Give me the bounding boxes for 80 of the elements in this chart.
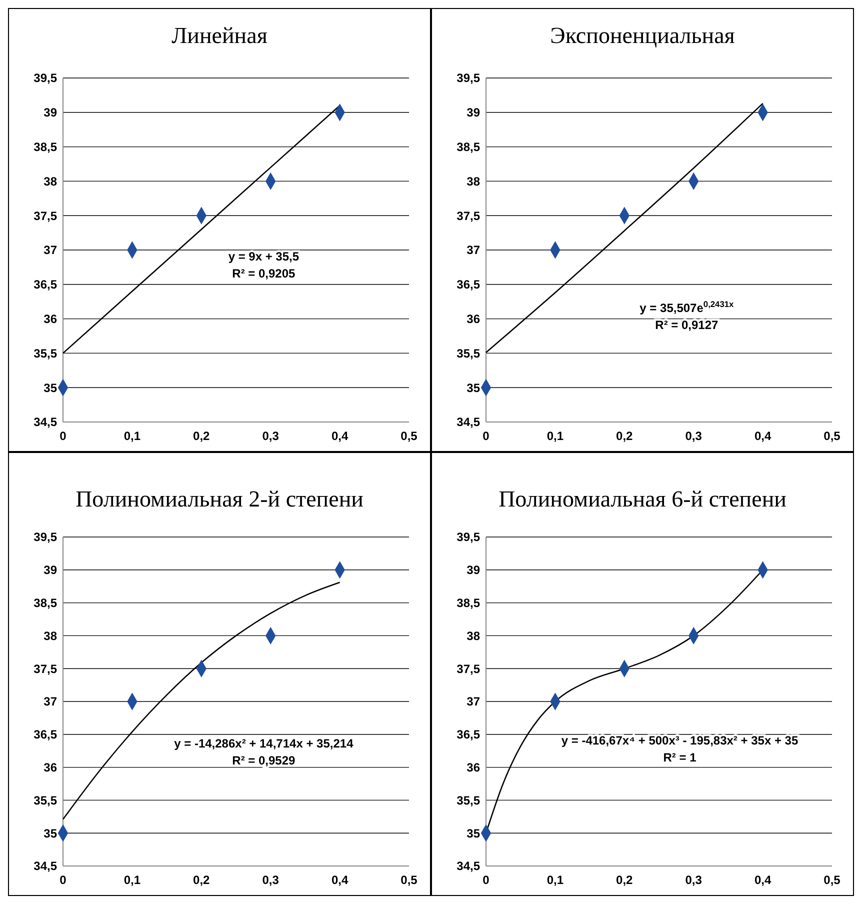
y-tick-label: 34,5 <box>34 859 58 874</box>
y-tick-label: 36 <box>44 760 58 774</box>
x-tick-label: 0,2 <box>616 429 634 443</box>
annotation: R² = 0,9127 <box>655 318 719 332</box>
y-tick-label: 37,5 <box>34 662 58 676</box>
x-tick-label: 0,3 <box>262 873 280 887</box>
y-tick-label: 34,5 <box>456 415 480 430</box>
y-tick-label: 36 <box>466 760 480 774</box>
x-tick-label: 0,1 <box>124 429 141 443</box>
x-tick-label: 0,1 <box>546 873 564 887</box>
y-tick-label: 35 <box>44 380 58 395</box>
x-tick-label: 0 <box>482 429 490 443</box>
y-tick-label: 34,5 <box>34 415 58 430</box>
x-tick-label: 0,3 <box>685 429 702 443</box>
y-tick-label: 39,5 <box>456 71 480 86</box>
x-tick-label: 0 <box>60 873 67 887</box>
y-tick-label: 38 <box>466 174 480 188</box>
x-tick-label: 0 <box>482 873 490 887</box>
x-tick-label: 0,4 <box>331 873 348 887</box>
x-tick-label: 0,1 <box>124 873 141 887</box>
x-tick-label: 0,1 <box>546 429 564 443</box>
annotation: R² = 0,9529 <box>232 754 296 768</box>
x-tick-label: 0,3 <box>262 429 280 443</box>
y-tick-label: 38,5 <box>34 596 58 610</box>
y-tick-label: 35 <box>44 826 58 840</box>
x-tick-label: 0,4 <box>754 429 772 443</box>
y-tick-label: 39 <box>466 563 480 578</box>
annotation: R² = 1 <box>663 750 697 764</box>
y-tick-label: 36,5 <box>456 728 480 742</box>
y-tick-label: 37,5 <box>456 662 480 676</box>
y-tick-label: 37 <box>466 694 480 709</box>
y-tick-label: 36,5 <box>34 278 58 292</box>
y-tick-label: 35,5 <box>456 346 480 360</box>
x-tick-label: 0,5 <box>824 873 841 887</box>
y-tick-label: 35,5 <box>34 346 58 360</box>
y-tick-label: 39,5 <box>34 71 58 86</box>
x-tick-label: 0,5 <box>400 429 418 443</box>
y-tick-label: 38,5 <box>34 140 58 154</box>
y-tick-label: 38 <box>466 628 480 643</box>
y-tick-label: 37,5 <box>456 208 480 223</box>
y-tick-label: 39 <box>466 106 480 120</box>
annotation: y = -14,286x² + 14,714x + 35,214 <box>174 736 354 751</box>
x-tick-label: 0,4 <box>331 429 348 443</box>
y-tick-label: 38 <box>44 628 58 643</box>
chart-title: Полиномиальная 6-й степени <box>498 486 786 512</box>
y-tick-label: 36,5 <box>34 728 58 742</box>
y-tick-label: 39 <box>44 106 58 120</box>
y-tick-label: 36 <box>44 312 58 326</box>
y-tick-label: 38,5 <box>456 140 480 154</box>
x-tick-label: 0 <box>60 429 67 443</box>
y-tick-label: 37,5 <box>34 208 58 223</box>
y-tick-label: 38,5 <box>456 596 480 610</box>
y-tick-label: 39,5 <box>34 530 58 544</box>
y-tick-label: 36 <box>466 312 480 326</box>
annotation: y = 9x + 35,5 <box>228 249 300 264</box>
x-tick-label: 0,4 <box>754 873 772 887</box>
x-tick-label: 0,5 <box>400 873 418 887</box>
y-tick-label: 39 <box>44 563 58 578</box>
x-tick-label: 0,5 <box>824 429 841 443</box>
y-tick-label: 37 <box>466 243 480 258</box>
y-tick-label: 35,5 <box>34 793 58 808</box>
y-tick-label: 37 <box>44 694 58 709</box>
y-tick-label: 34,5 <box>456 859 480 874</box>
annotation: y = 35,507e$^{0,2431x}$ <box>640 298 734 315</box>
annotation: R² = 0,9205 <box>232 266 296 280</box>
y-tick-label: 38 <box>44 174 58 188</box>
x-tick-label: 0,3 <box>685 873 702 887</box>
y-tick-label: 37 <box>44 243 58 258</box>
x-tick-label: 0,2 <box>616 873 634 887</box>
x-tick-label: 0,2 <box>193 429 210 443</box>
annotation: y = -416,67x⁴ + 500x³ - 195,83x² + 35x + 35 <box>561 733 798 748</box>
chart-title: Экспоненциальная <box>550 23 736 48</box>
y-tick-label: 36,5 <box>456 278 480 292</box>
x-tick-label: 0,2 <box>193 873 210 887</box>
y-tick-label: 35 <box>466 380 480 395</box>
y-tick-label: 35,5 <box>456 793 480 808</box>
chart-title: Полиномиальная 2-й степени <box>76 486 364 512</box>
y-tick-label: 35 <box>466 826 480 840</box>
chart-title: Линейная <box>172 23 268 48</box>
y-tick-label: 39,5 <box>456 530 480 544</box>
